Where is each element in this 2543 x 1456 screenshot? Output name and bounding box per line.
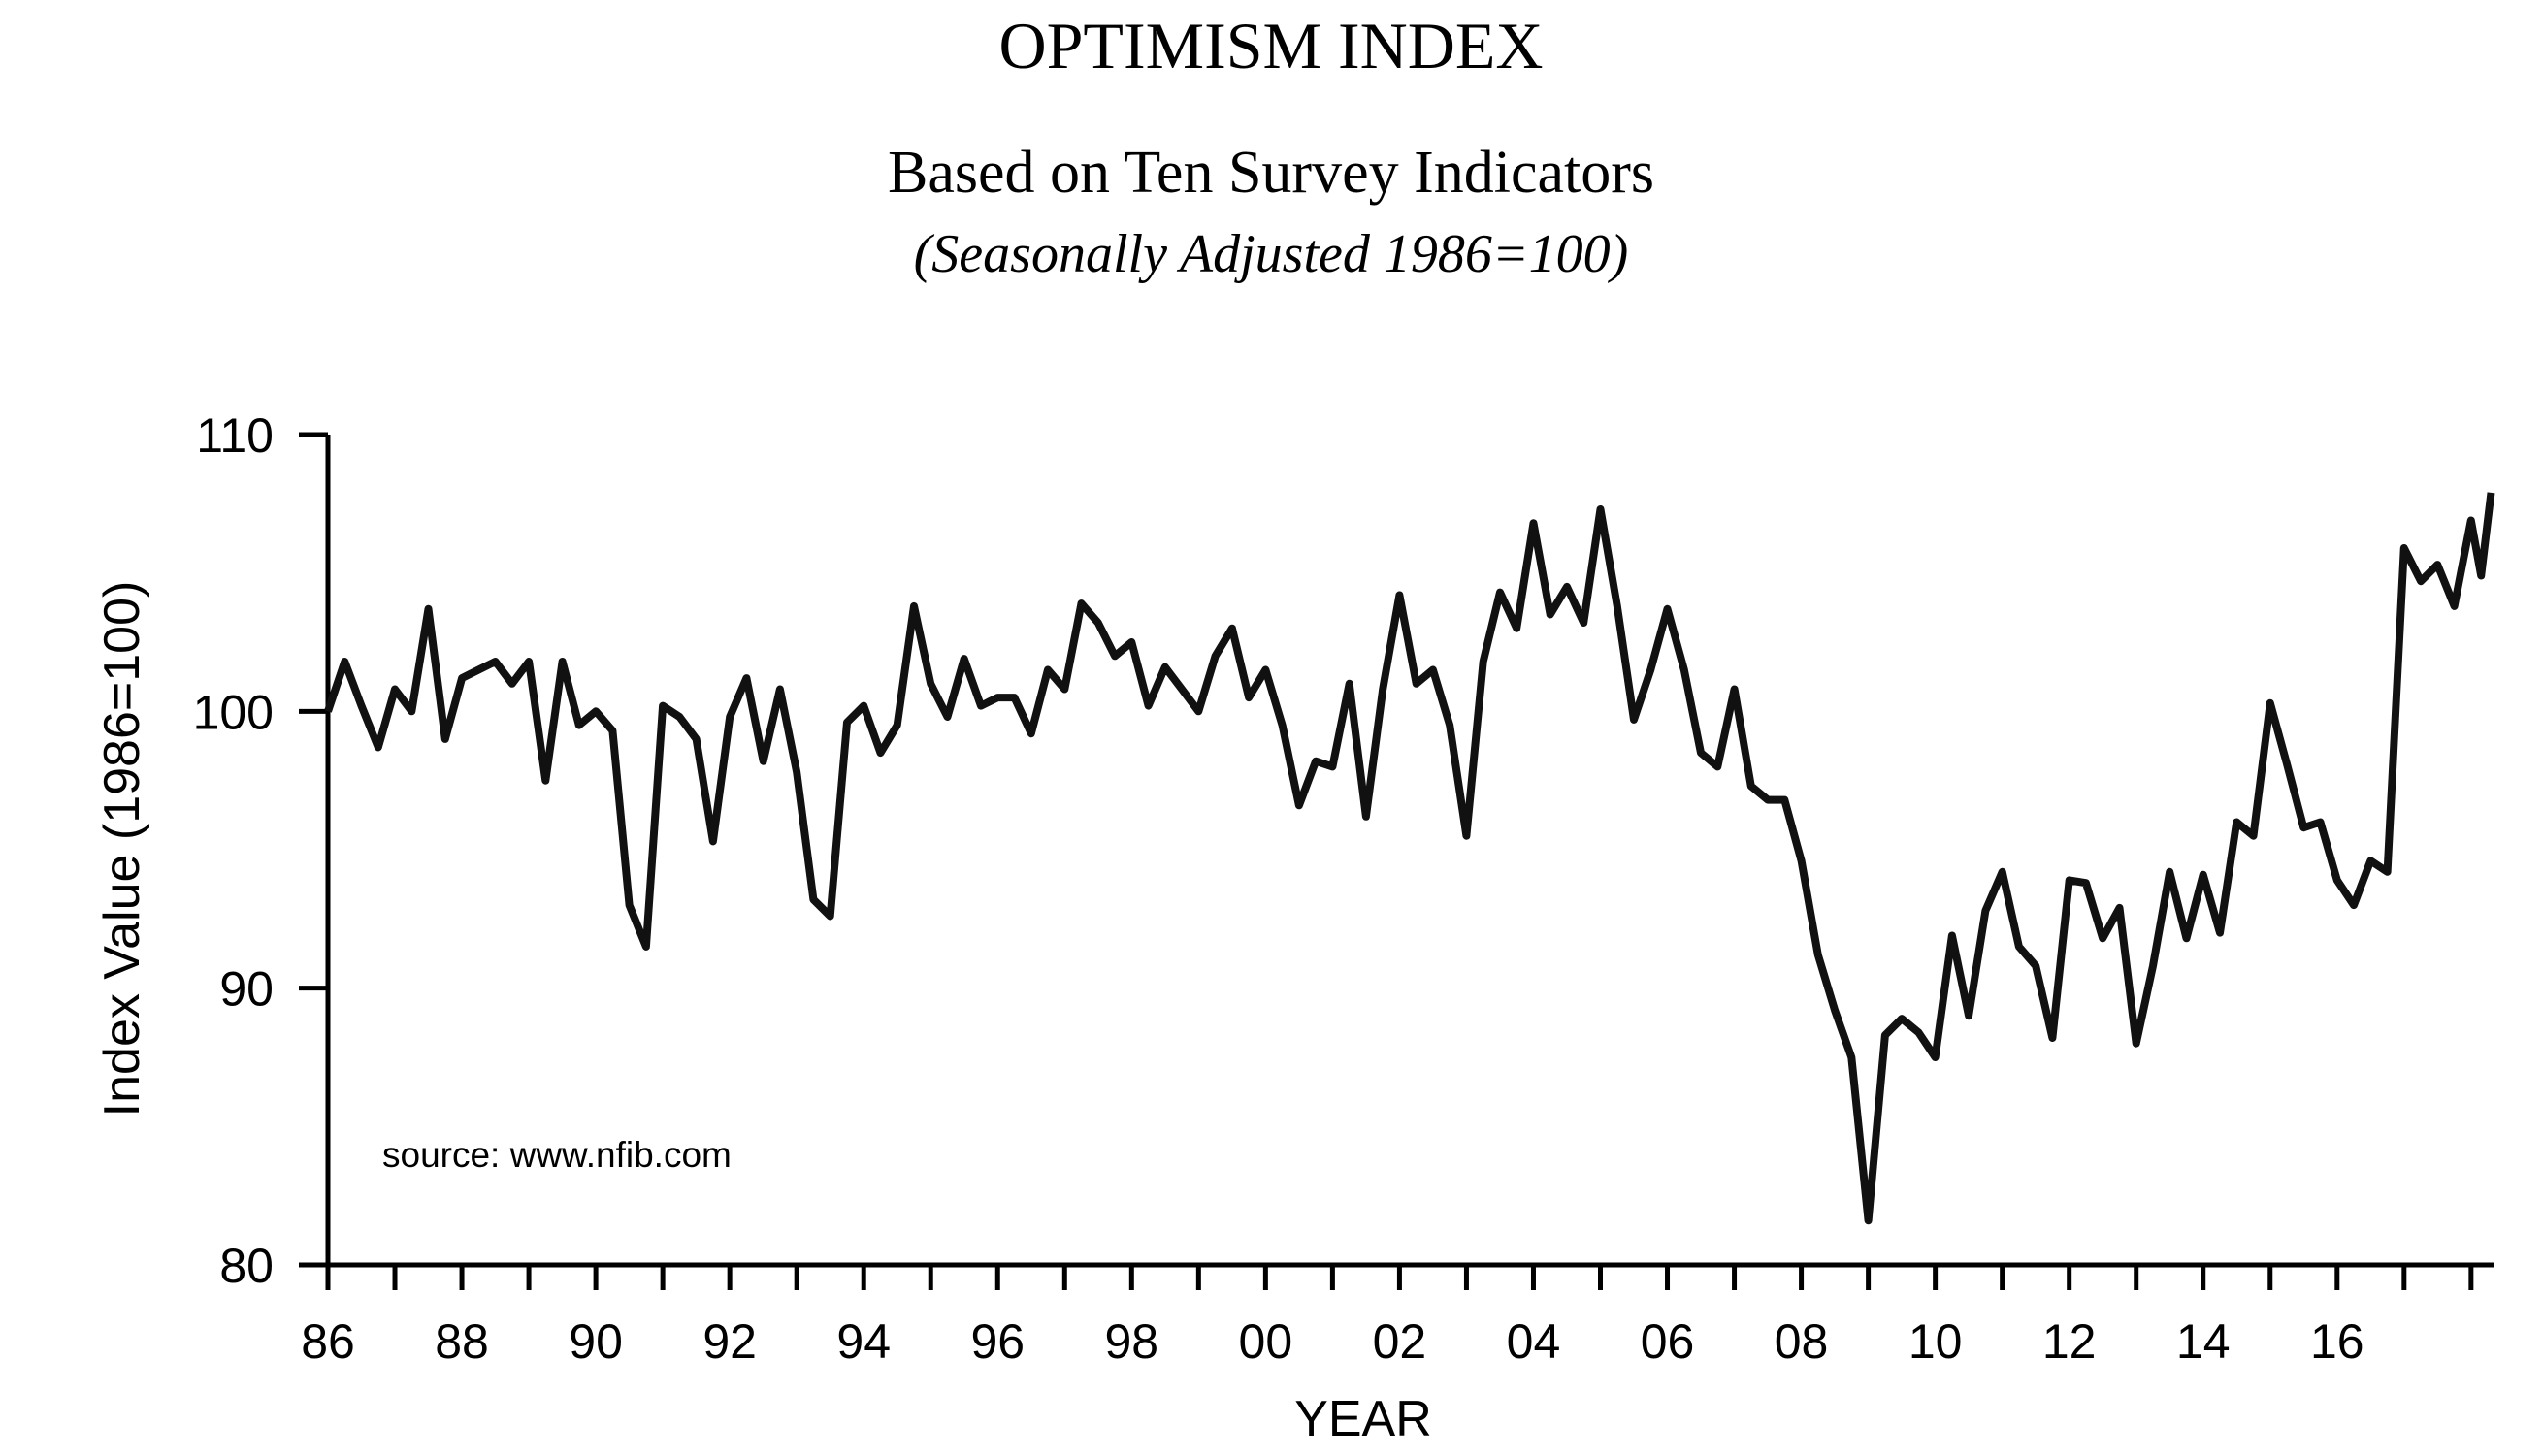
x-tick-label: 92 [702,1314,757,1369]
x-tick-label: 96 [970,1314,1025,1369]
x-tick-label: 12 [2042,1314,2097,1369]
x-tick-label: 90 [569,1314,623,1369]
y-tick-label: 100 [193,685,274,739]
data-line [324,492,2495,1225]
x-tick-label: 14 [2176,1314,2231,1369]
x-tick-label: 98 [1105,1314,1159,1369]
x-tick-label: 16 [2310,1314,2364,1369]
chart-subtitle: (Seasonally Adjusted 1986=100) [914,224,1629,284]
x-tick-label: 10 [1908,1314,1963,1369]
x-tick-label: 08 [1775,1314,1829,1369]
x-axis-label: YEAR [1294,1391,1432,1447]
x-tick-label: 02 [1373,1314,1427,1369]
x-tick-label: 00 [1239,1314,1293,1369]
x-tick-label: 94 [836,1314,891,1369]
y-axis-label: Index Value (1986=100) [94,581,150,1117]
chart-subtitle: Based on Ten Survey Indicators [888,140,1654,206]
x-tick-label: 88 [435,1314,489,1369]
chart-title: OPTIMISM INDEX [999,9,1544,82]
y-tick-label: 90 [219,962,274,1017]
x-tick-label: 04 [1507,1314,1561,1369]
annotation: source: www.nfib.com [382,1135,732,1175]
x-tick-label: 06 [1641,1314,1695,1369]
y-tick-label: 110 [196,408,274,463]
y-tick-label: 80 [219,1239,274,1293]
x-tick-label: 86 [301,1314,355,1369]
